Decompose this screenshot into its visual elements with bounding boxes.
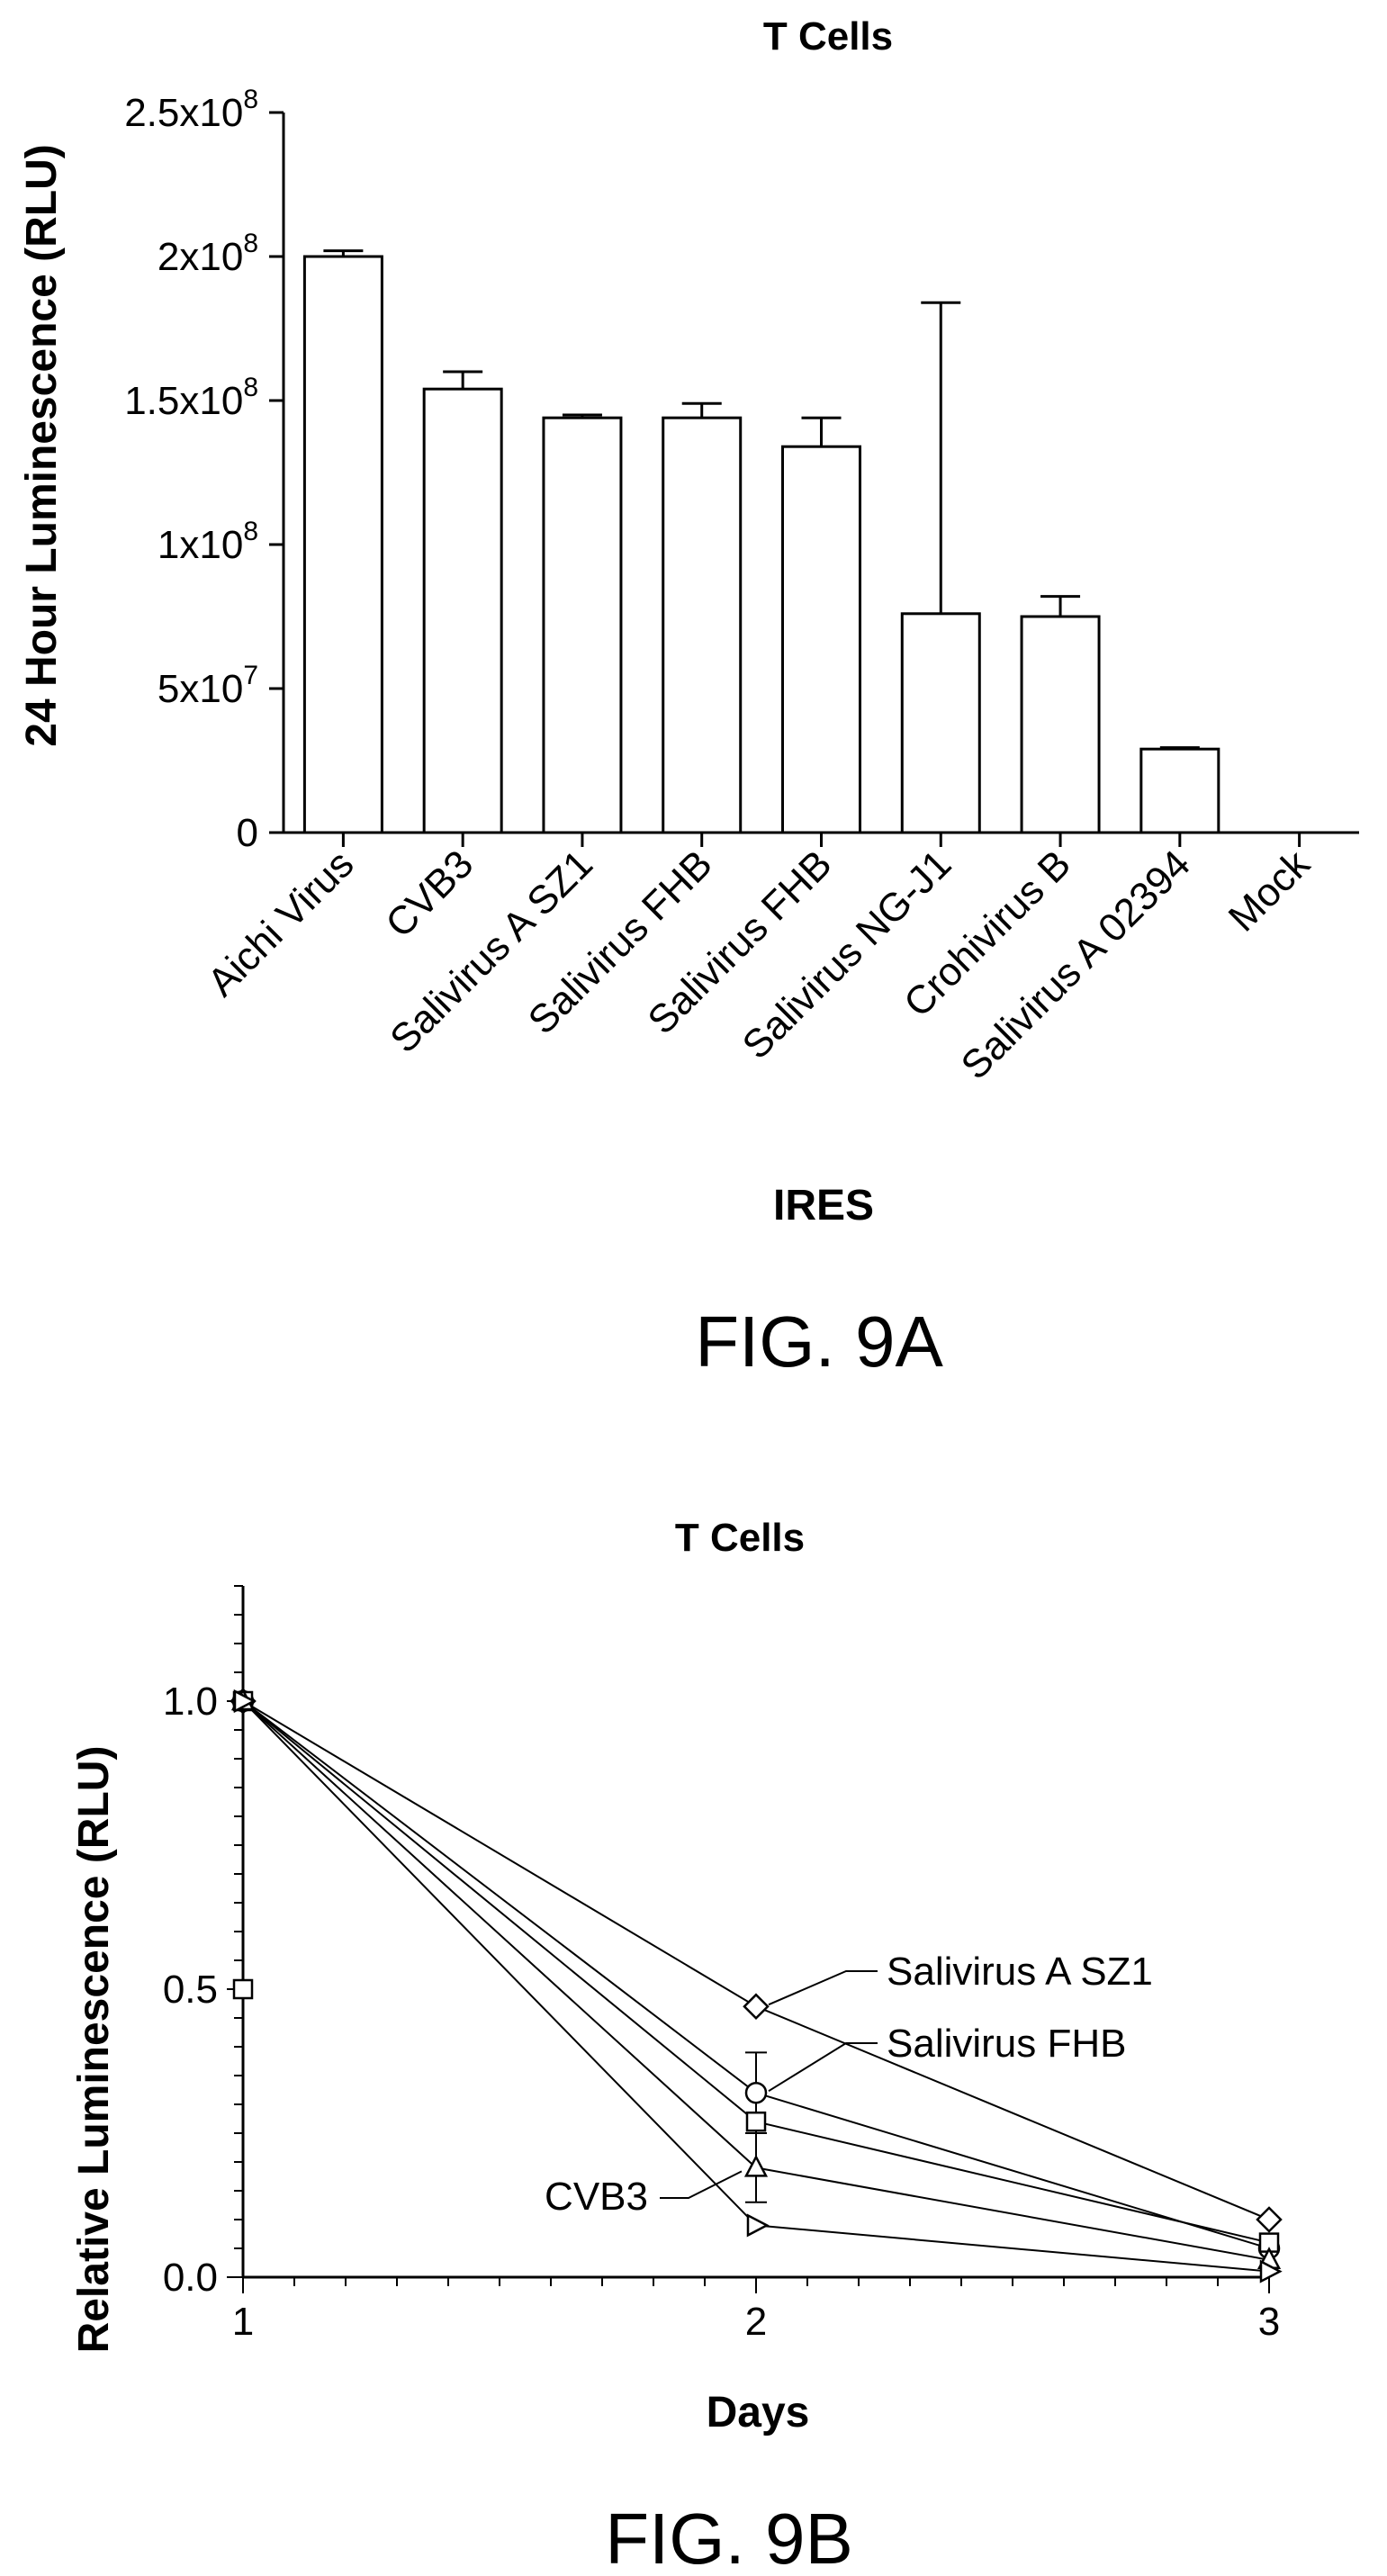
data-point — [745, 2111, 767, 2132]
figure-label: FIG. 9B — [605, 2499, 853, 2576]
data-point — [1256, 2206, 1283, 2233]
x-tick-label: Salivirus A SZ1 — [382, 842, 601, 1061]
data-point — [743, 2154, 769, 2177]
bar — [781, 445, 861, 834]
bar — [302, 255, 383, 834]
bar — [542, 416, 623, 834]
annotations: Salivirus A SZ1 Salivirus FHB CVB3 — [545, 1950, 1153, 2219]
x-tick-label: Salivirus NG-J1 — [734, 842, 960, 1067]
x-tick-label: 2 — [745, 2300, 767, 2344]
annotation-label: CVB3 — [545, 2175, 648, 2219]
x-tick-label: Aichi Virus — [199, 842, 362, 1004]
x-tick-label: Mock — [1220, 842, 1319, 941]
annotation-leader — [768, 2042, 878, 2093]
y-tick-label: 1.5x108 — [124, 373, 258, 423]
y-tick-label: 2.5x108 — [124, 85, 258, 135]
chart-title: T Cells — [675, 1516, 805, 1560]
annotation-label: Salivirus A SZ1 — [887, 1950, 1153, 1994]
bar — [422, 387, 503, 834]
figure-label: FIG. 9A — [695, 1302, 943, 1377]
y-axis-label: 24 Hour Luminescence (RLU) — [18, 144, 66, 746]
bars — [302, 249, 1220, 834]
series-markers — [230, 1688, 1283, 2283]
annotation-leader — [768, 1970, 878, 2006]
y-tick-label: 1.0 — [163, 1680, 218, 1724]
data-point — [746, 2213, 770, 2238]
x-tick-label: 1 — [232, 2300, 254, 2344]
x-tick-label: CVB3 — [377, 842, 482, 946]
annotation-label: Salivirus FHB — [887, 2022, 1127, 2066]
data-point — [743, 1993, 770, 2020]
y-tick-label: 0 — [237, 811, 258, 855]
data-point — [233, 1689, 257, 1714]
y-tick-label: 0.0 — [163, 2256, 218, 2300]
bar — [662, 416, 743, 834]
annotation-leader — [660, 2170, 743, 2199]
y-tick-label: 5x107 — [158, 661, 258, 711]
x-axis: 1 2 3 — [232, 2275, 1280, 2344]
x-axis-label: IRES — [773, 1182, 874, 1229]
y-axis: 0 5x107 1x108 1.5x108 2x108 2.5x108 — [124, 85, 285, 855]
bar — [1139, 747, 1220, 834]
data-point — [1259, 2259, 1283, 2283]
chart-title: T Cells — [763, 14, 893, 59]
bar-chart-9a: T Cells 0 5x107 1x108 1.5x108 2x108 2.5x108 A… — [18, 14, 1359, 1377]
x-tick-label: Salivirus A 02394 — [953, 842, 1199, 1087]
y-axis-label: Relative Luminescence (RLU) — [70, 1746, 118, 2354]
data-point — [232, 1978, 254, 2000]
y-tick-label: 1x108 — [158, 517, 258, 567]
x-tick-label: 3 — [1258, 2300, 1280, 2344]
y-tick-label: 0.5 — [163, 1968, 218, 2012]
x-axis-label: Days — [707, 2389, 810, 2436]
bar — [1020, 615, 1101, 834]
data-point — [744, 2081, 768, 2104]
y-axis: 0.0 0.5 1.0 — [163, 1585, 245, 2300]
y-tick-label: 2x108 — [158, 229, 258, 279]
bar — [900, 612, 981, 834]
